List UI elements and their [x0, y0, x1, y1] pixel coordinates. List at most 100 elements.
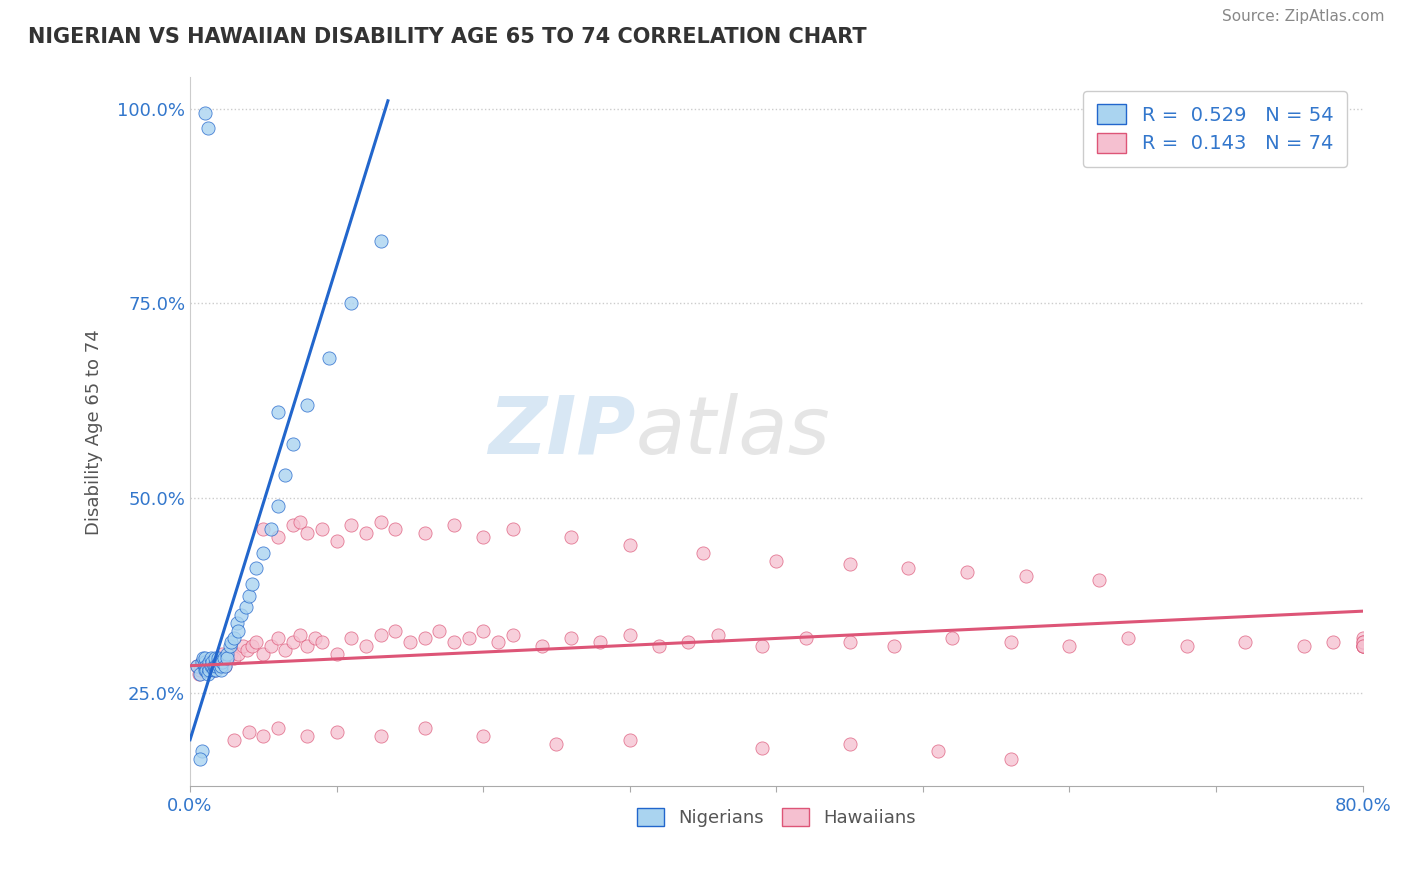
Point: [297, 639, 319, 653]
Point: [340, 296, 363, 310]
Y-axis label: Disability Age 65 to 74: Disability Age 65 to 74: [86, 329, 103, 535]
Point: [236, 643, 259, 657]
Point: [209, 658, 232, 673]
Point: [238, 589, 260, 603]
Point: [311, 522, 333, 536]
Point: [194, 105, 217, 120]
Point: [252, 647, 274, 661]
Point: [1351, 632, 1374, 646]
Point: [204, 651, 226, 665]
Point: [1351, 639, 1374, 653]
Point: [194, 655, 217, 669]
Point: [211, 655, 233, 669]
Point: [201, 658, 224, 673]
Point: [530, 639, 553, 653]
Point: [194, 651, 217, 665]
Point: [370, 234, 392, 248]
Point: [211, 647, 233, 661]
Point: [232, 639, 254, 653]
Point: [205, 663, 228, 677]
Point: [205, 658, 228, 673]
Point: [1351, 635, 1374, 649]
Point: [235, 600, 257, 615]
Point: [297, 729, 319, 743]
Point: [195, 663, 218, 677]
Point: [188, 663, 211, 677]
Point: [194, 663, 217, 677]
Point: [240, 639, 263, 653]
Point: [187, 666, 209, 681]
Point: [260, 639, 283, 653]
Point: [267, 530, 290, 544]
Point: [560, 632, 582, 646]
Point: [838, 558, 860, 572]
Point: [413, 632, 436, 646]
Text: ZIP: ZIP: [488, 393, 636, 471]
Point: [207, 658, 229, 673]
Point: [222, 651, 245, 665]
Point: [384, 522, 406, 536]
Point: [325, 534, 347, 549]
Point: [648, 639, 671, 653]
Point: [443, 635, 465, 649]
Point: [502, 627, 524, 641]
Point: [413, 721, 436, 735]
Point: [297, 398, 319, 412]
Point: [207, 655, 229, 669]
Point: [546, 737, 568, 751]
Point: [288, 627, 311, 641]
Point: [340, 518, 363, 533]
Point: [202, 658, 225, 673]
Point: [1000, 752, 1022, 766]
Point: [198, 658, 221, 673]
Point: [311, 635, 333, 649]
Point: [1059, 639, 1081, 653]
Point: [197, 666, 219, 681]
Point: [222, 732, 245, 747]
Point: [240, 577, 263, 591]
Point: [267, 405, 290, 419]
Point: [619, 732, 641, 747]
Point: [692, 546, 714, 560]
Point: [751, 740, 773, 755]
Point: [252, 729, 274, 743]
Point: [1351, 635, 1374, 649]
Point: [678, 635, 700, 649]
Point: [228, 647, 250, 661]
Point: [427, 624, 450, 638]
Point: [252, 546, 274, 560]
Text: Source: ZipAtlas.com: Source: ZipAtlas.com: [1222, 9, 1385, 24]
Point: [1014, 569, 1036, 583]
Point: [281, 436, 304, 450]
Point: [204, 663, 226, 677]
Point: [325, 647, 347, 661]
Point: [218, 639, 240, 653]
Point: [765, 553, 787, 567]
Point: [399, 635, 422, 649]
Point: [193, 658, 215, 673]
Point: [838, 635, 860, 649]
Point: [245, 561, 267, 575]
Point: [215, 651, 238, 665]
Point: [325, 725, 347, 739]
Point: [186, 658, 208, 673]
Point: [214, 658, 236, 673]
Point: [195, 658, 218, 673]
Point: [217, 651, 239, 665]
Point: [589, 635, 612, 649]
Point: [219, 635, 242, 649]
Point: [619, 627, 641, 641]
Point: [197, 658, 219, 673]
Point: [354, 639, 377, 653]
Point: [897, 561, 920, 575]
Point: [927, 744, 949, 758]
Point: [1292, 639, 1315, 653]
Point: [1088, 573, 1111, 587]
Point: [207, 651, 229, 665]
Point: [188, 666, 211, 681]
Point: [252, 522, 274, 536]
Point: [370, 627, 392, 641]
Point: [281, 635, 304, 649]
Point: [200, 651, 222, 665]
Point: [1351, 639, 1374, 653]
